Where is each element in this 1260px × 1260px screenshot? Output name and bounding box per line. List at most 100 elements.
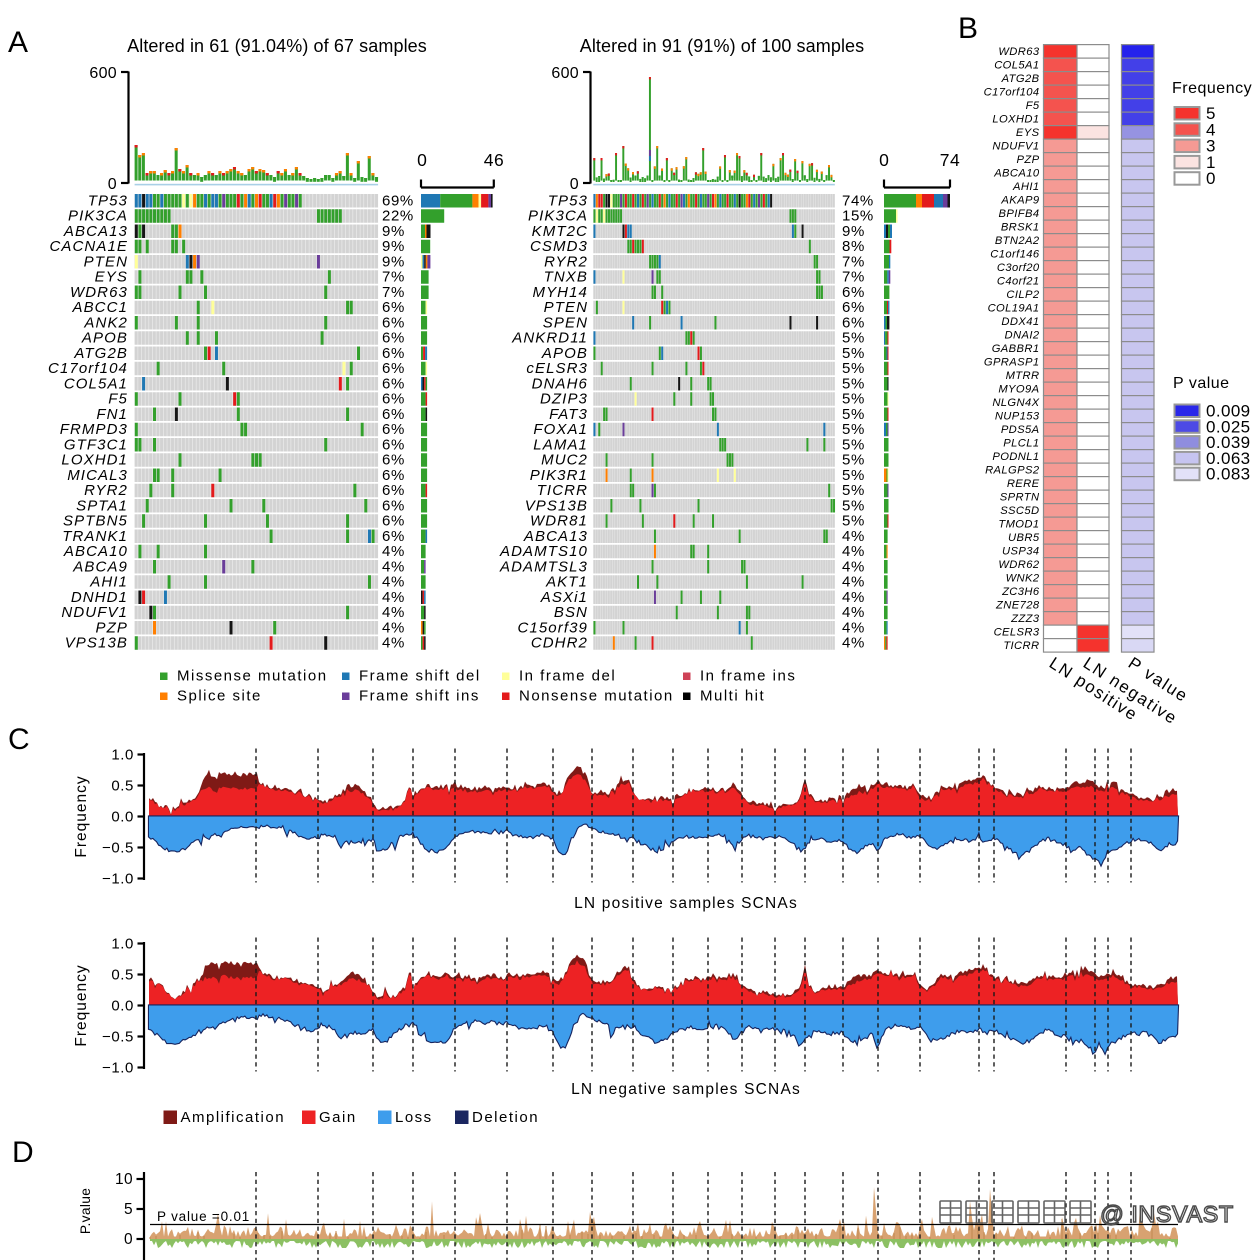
svg-text:5%: 5% <box>842 497 865 514</box>
svg-text:5%: 5% <box>842 482 865 499</box>
svg-text:MICAL3: MICAL3 <box>67 467 128 484</box>
svg-text:ZZZ3: ZZZ3 <box>1010 613 1040 625</box>
svg-text:7%: 7% <box>842 253 865 270</box>
svg-text:DNHD1: DNHD1 <box>71 589 128 606</box>
svg-text:LN negative samples SCNAs: LN negative samples SCNAs <box>571 1081 801 1098</box>
svg-text:0.009: 0.009 <box>1206 402 1251 421</box>
svg-text:C4orf21: C4orf21 <box>997 276 1040 288</box>
svg-text:6%: 6% <box>382 360 405 377</box>
svg-text:AKAP9: AKAP9 <box>1000 195 1039 207</box>
svg-text:4%: 4% <box>382 558 405 575</box>
svg-text:4%: 4% <box>842 635 865 652</box>
svg-text:4%: 4% <box>382 589 405 606</box>
svg-text:Splice site: Splice site <box>177 688 262 705</box>
svg-text:C: C <box>8 723 30 756</box>
svg-text:ATG2B: ATG2B <box>1001 73 1040 85</box>
svg-text:0.5: 0.5 <box>111 967 134 984</box>
svg-text:15%: 15% <box>842 208 874 225</box>
svg-text:4%: 4% <box>842 619 865 636</box>
svg-text:Deletion: Deletion <box>472 1109 539 1126</box>
svg-text:0: 0 <box>108 176 117 193</box>
svg-text:FN1: FN1 <box>96 406 128 423</box>
svg-text:0: 0 <box>417 150 427 170</box>
svg-text:4%: 4% <box>842 604 865 621</box>
svg-text:SSC5D: SSC5D <box>1000 505 1039 517</box>
svg-text:BTN2A2: BTN2A2 <box>995 235 1040 247</box>
svg-text:6%: 6% <box>382 467 405 484</box>
svg-text:C3orf20: C3orf20 <box>997 262 1040 274</box>
svg-text:FOXA1: FOXA1 <box>533 421 588 438</box>
svg-text:EYS: EYS <box>1016 127 1040 139</box>
svg-text:4%: 4% <box>842 558 865 575</box>
svg-text:1.0: 1.0 <box>111 936 134 953</box>
svg-text:6%: 6% <box>382 513 405 530</box>
svg-text:6%: 6% <box>382 421 405 438</box>
svg-text:0: 0 <box>570 176 579 193</box>
svg-text:COL19A1: COL19A1 <box>988 303 1040 315</box>
svg-text:GPRASP1: GPRASP1 <box>984 357 1040 369</box>
svg-text:−1.0: −1.0 <box>102 1060 134 1077</box>
svg-text:ADAMTSL3: ADAMTSL3 <box>499 558 588 575</box>
svg-text:P value: P value <box>1173 375 1230 392</box>
svg-text:4%: 4% <box>842 528 865 545</box>
svg-text:TP53: TP53 <box>88 192 128 209</box>
svg-text:SPTA1: SPTA1 <box>76 497 128 514</box>
svg-text:WDR81: WDR81 <box>530 513 588 530</box>
svg-text:FRMPD3: FRMPD3 <box>60 421 128 438</box>
svg-text:5%: 5% <box>842 406 865 423</box>
svg-text:Frequency: Frequency <box>73 775 90 857</box>
svg-text:Frame shift del: Frame shift del <box>359 668 481 685</box>
svg-text:TICRR: TICRR <box>1003 640 1039 652</box>
svg-text:SPTBN5: SPTBN5 <box>63 513 128 530</box>
svg-text:P.value: P.value <box>78 1188 93 1234</box>
svg-text:SPRTN: SPRTN <box>1000 492 1040 504</box>
svg-text:ADAMTS10: ADAMTS10 <box>499 543 588 560</box>
svg-text:Frequency: Frequency <box>1172 80 1252 97</box>
svg-text:6%: 6% <box>842 284 865 301</box>
svg-text:0.025: 0.025 <box>1206 417 1251 436</box>
svg-text:WDR63: WDR63 <box>70 284 128 301</box>
svg-text:AHI1: AHI1 <box>89 574 128 591</box>
svg-text:0.0: 0.0 <box>111 809 134 826</box>
svg-text:PLCL1: PLCL1 <box>1003 438 1039 450</box>
svg-text:SPEN: SPEN <box>543 314 588 331</box>
svg-text:Missense mutation: Missense mutation <box>177 668 328 685</box>
svg-text:AHI1: AHI1 <box>1012 181 1039 193</box>
svg-text:5%: 5% <box>842 360 865 377</box>
svg-text:TRANK1: TRANK1 <box>62 528 128 545</box>
svg-text:22%: 22% <box>382 208 414 225</box>
svg-text:CILP2: CILP2 <box>1006 289 1039 301</box>
svg-text:600: 600 <box>551 65 579 82</box>
svg-text:ZC3H6: ZC3H6 <box>1001 586 1040 598</box>
svg-text:4%: 4% <box>382 635 405 652</box>
svg-text:FAT3: FAT3 <box>549 406 588 423</box>
svg-text:1.0: 1.0 <box>111 747 134 764</box>
svg-text:ABCC1: ABCC1 <box>71 299 128 316</box>
svg-text:5%: 5% <box>842 375 865 392</box>
svg-text:In frame ins: In frame ins <box>700 668 796 685</box>
svg-text:MYH14: MYH14 <box>532 284 588 301</box>
svg-text:4%: 4% <box>842 574 865 591</box>
svg-text:6%: 6% <box>382 299 405 316</box>
svg-text:5: 5 <box>124 1201 133 1218</box>
svg-text:DZIP3: DZIP3 <box>540 391 588 408</box>
svg-text:A: A <box>8 26 28 59</box>
svg-text:APOB: APOB <box>541 345 588 362</box>
svg-text:ANK2: ANK2 <box>83 314 128 331</box>
svg-text:4%: 4% <box>842 589 865 606</box>
svg-text:0: 0 <box>1206 169 1216 188</box>
svg-text:9%: 9% <box>382 223 405 240</box>
svg-text:LOXHD1: LOXHD1 <box>992 114 1039 126</box>
svg-text:RERE: RERE <box>1007 478 1040 490</box>
svg-text:−0.5: −0.5 <box>102 840 134 857</box>
svg-text:0.0: 0.0 <box>111 998 134 1015</box>
svg-text:ZNE728: ZNE728 <box>995 600 1040 612</box>
svg-text:GABBR1: GABBR1 <box>992 343 1040 355</box>
svg-text:PODNL1: PODNL1 <box>992 451 1039 463</box>
svg-text:74: 74 <box>940 150 960 170</box>
svg-text:PDS5A: PDS5A <box>1001 424 1040 436</box>
svg-text:6%: 6% <box>382 528 405 545</box>
svg-text:VPS13B: VPS13B <box>525 497 588 514</box>
svg-text:DDX41: DDX41 <box>1001 316 1039 328</box>
svg-text:46: 46 <box>484 150 504 170</box>
